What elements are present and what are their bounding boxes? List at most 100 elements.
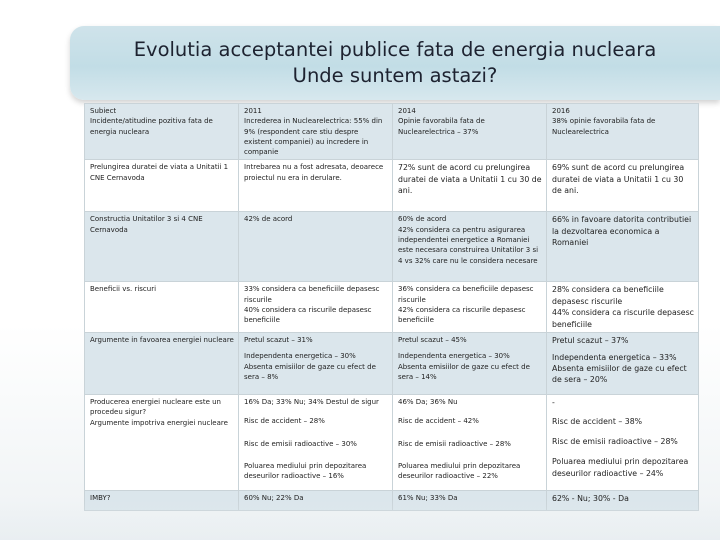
cell-line: Pretul scazut – 45% (398, 336, 467, 345)
cell-line: 66% in favoare datorita contributiei la … (552, 215, 692, 248)
cell-line: Risc de accident – 28% (244, 417, 325, 426)
cell-spacer (244, 427, 388, 439)
cell-line: Risc de accident – 38% (552, 416, 643, 426)
cell-line: Absenta emisiilor de gaze cu efect de se… (552, 363, 687, 385)
table-cell: 61% Nu; 33% Da (392, 490, 547, 512)
cell-line: 42% considera ca pentru asigurarea indep… (398, 225, 539, 265)
cell-line: Argumente in favoarea energiei nucleare (90, 336, 234, 345)
cell-line: Incidente/atitudine pozitiva fata de ene… (90, 117, 213, 136)
comparison-table-container: Subiect Incidente/atitudine pozitiva fat… (84, 102, 720, 515)
table-row: Constructia Unitatilor 3 si 4 CNE Cernav… (84, 211, 699, 283)
cell-line: Poluarea mediului prin depozitarea deseu… (552, 457, 689, 478)
cell-line: Beneficii vs. riscuri (90, 285, 157, 294)
cell-line: Absenta emisiilor de gaze cu efect de se… (244, 362, 376, 381)
table-cell: 60% de acord 42% considera ca pentru asi… (392, 211, 547, 283)
cell-spacer (398, 427, 542, 439)
cell-line: 2011 (244, 107, 262, 115)
table-cell: 33% considera ca beneficiile depasesc ri… (238, 281, 393, 334)
cell-line: Risc de emisii radioactive – 28% (398, 439, 511, 448)
cell-line: Independenta energetica – 33% (552, 352, 677, 362)
table-cell: - Risc de accident – 38% Risc de emisii … (546, 394, 699, 492)
cell-spacer (552, 447, 694, 456)
cell-spacer (552, 427, 694, 436)
table-cell: Producerea energiei nucleare este un pro… (84, 394, 239, 492)
cell-line: Risc de emisii radioactive – 28% (552, 436, 678, 446)
cell-line: 61% Nu; 33% Da (398, 494, 458, 503)
table-cell: 28% considera ca beneficiile depasesc ri… (546, 281, 699, 334)
cell-line: Producerea energiei nucleare este un pro… (90, 398, 221, 417)
table-cell: Pretul scazut – 45% Independenta energet… (392, 332, 547, 396)
table-cell: IMBY? (84, 490, 239, 512)
slide-title-line-2: Unde suntem astazi? (292, 64, 498, 87)
table-cell: 69% sunt de acord cu prelungirea duratei… (546, 159, 699, 213)
table-cell: 60% Nu; 22% Da (238, 490, 393, 512)
cell-line: Constructia Unitatilor 3 si 4 CNE Cernav… (90, 215, 203, 234)
table-cell: 2016 38% opinie favorabila fata de Nucle… (546, 102, 699, 161)
cell-line: Risc de accident – 42% (398, 417, 479, 426)
table-cell: 46% Da; 36% Nu Risc de accident – 42% Ri… (392, 394, 547, 492)
cell-line: Pretul scazut – 31% (244, 336, 313, 345)
table-row: Argumente in favoarea energiei nucleare … (84, 332, 699, 396)
table-row: Beneficii vs. riscuri 33% considera ca b… (84, 281, 699, 334)
cell-line: Poluarea mediului prin depozitarea deseu… (398, 462, 521, 481)
slide-title-line-1: Evolutia acceptantei publice fata de ene… (133, 38, 657, 61)
cell-line: 72% sunt de acord cu prelungirea duratei… (398, 163, 542, 196)
cell-line: Increderea in Nuclearelectrica: 55% din … (244, 117, 383, 157)
table-cell: Constructia Unitatilor 3 si 4 CNE Cernav… (84, 211, 239, 283)
cell-spacer (398, 449, 542, 461)
cell-line: 33% considera ca beneficiile depasesc ri… (244, 285, 380, 304)
cell-line: Intrebarea nu a fost adresata, deoarece … (244, 163, 384, 182)
cell-line: 60% Nu; 22% Da (244, 494, 304, 503)
cell-line: 60% de acord (398, 215, 447, 224)
table-cell: Pretul scazut – 31% Independenta energet… (238, 332, 393, 396)
cell-line: - (552, 398, 555, 408)
table-cell: Intrebarea nu a fost adresata, deoarece … (238, 159, 393, 213)
cell-spacer (244, 407, 388, 416)
cell-line: 42% considera ca riscurile depasesc bene… (398, 306, 526, 325)
table-cell: 16% Da; 33% Nu; 34% Destul de sigur Risc… (238, 394, 393, 492)
cell-line: Independenta energetica – 30% (244, 352, 356, 361)
cell-line: IMBY? (90, 494, 111, 503)
cell-line: Opinie favorabila fata de Nuclearelectri… (398, 117, 485, 136)
title-banner: Evolutia acceptantei publice fata de ene… (70, 26, 720, 100)
cell-line: 36% considera ca beneficiile depasesc ri… (398, 285, 534, 304)
cell-line: 69% sunt de acord cu prelungirea duratei… (552, 163, 685, 196)
table-cell: Prelungirea duratei de viata a Unitatii … (84, 159, 239, 213)
comparison-table: Subiect Incidente/atitudine pozitiva fat… (84, 102, 699, 512)
table-row: Subiect Incidente/atitudine pozitiva fat… (84, 102, 699, 161)
cell-spacer (398, 407, 542, 416)
table-cell: Argumente in favoarea energiei nucleare (84, 332, 239, 396)
table-row: Prelungirea duratei de viata a Unitatii … (84, 159, 699, 213)
cell-line: 40% considera ca riscurile depasesc bene… (244, 306, 372, 325)
table-row: IMBY? 60% Nu; 22% Da 61% Nu; 33% Da 62% … (84, 490, 699, 512)
cell-line: Subiect (90, 107, 117, 115)
table-cell: Subiect Incidente/atitudine pozitiva fat… (84, 102, 239, 161)
table-row: Producerea energiei nucleare este un pro… (84, 394, 699, 492)
cell-line: 38% opinie favorabila fata de Nuclearele… (552, 117, 656, 136)
cell-line: Prelungirea duratei de viata a Unitatii … (90, 163, 229, 182)
cell-line: 62% - Nu; 30% - Da (552, 494, 629, 504)
table-cell: Pretul scazut – 37% Independenta energet… (546, 332, 699, 396)
table-cell: 62% - Nu; 30% - Da (546, 490, 699, 512)
cell-line: 2014 (398, 107, 416, 115)
table-cell: 36% considera ca beneficiile depasesc ri… (392, 281, 547, 334)
cell-line: Pretul scazut – 37% (552, 336, 629, 346)
table-cell: 2011 Increderea in Nuclearelectrica: 55%… (238, 102, 393, 161)
cell-line: Risc de emisii radioactive – 30% (244, 439, 357, 448)
cell-line: 2016 (552, 107, 570, 115)
cell-line: 42% de acord (244, 215, 293, 224)
cell-line: Independenta energetica – 30% (398, 352, 510, 361)
cell-spacer (552, 409, 694, 416)
cell-line: Argumente impotriva energiei nucleare (90, 418, 228, 427)
cell-line: 46% Da; 36% Nu (398, 398, 458, 407)
table-cell: 2014 Opinie favorabila fata de Nuclearel… (392, 102, 547, 161)
table-cell: Beneficii vs. riscuri (84, 281, 239, 334)
cell-line: 16% Da; 33% Nu; 34% Destul de sigur (244, 398, 379, 407)
table-cell: 72% sunt de acord cu prelungirea duratei… (392, 159, 547, 213)
table-cell: 42% de acord (238, 211, 393, 283)
table-cell: 66% in favoare datorita contributiei la … (546, 211, 699, 283)
cell-line: Absenta emisiilor de gaze cu efect de se… (398, 362, 530, 381)
cell-line: Poluarea mediului prin depozitarea deseu… (244, 462, 367, 481)
cell-line: 28% considera ca beneficiile depasesc ri… (552, 285, 664, 306)
cell-line: 44% considera ca riscurile depasesc bene… (552, 308, 694, 329)
